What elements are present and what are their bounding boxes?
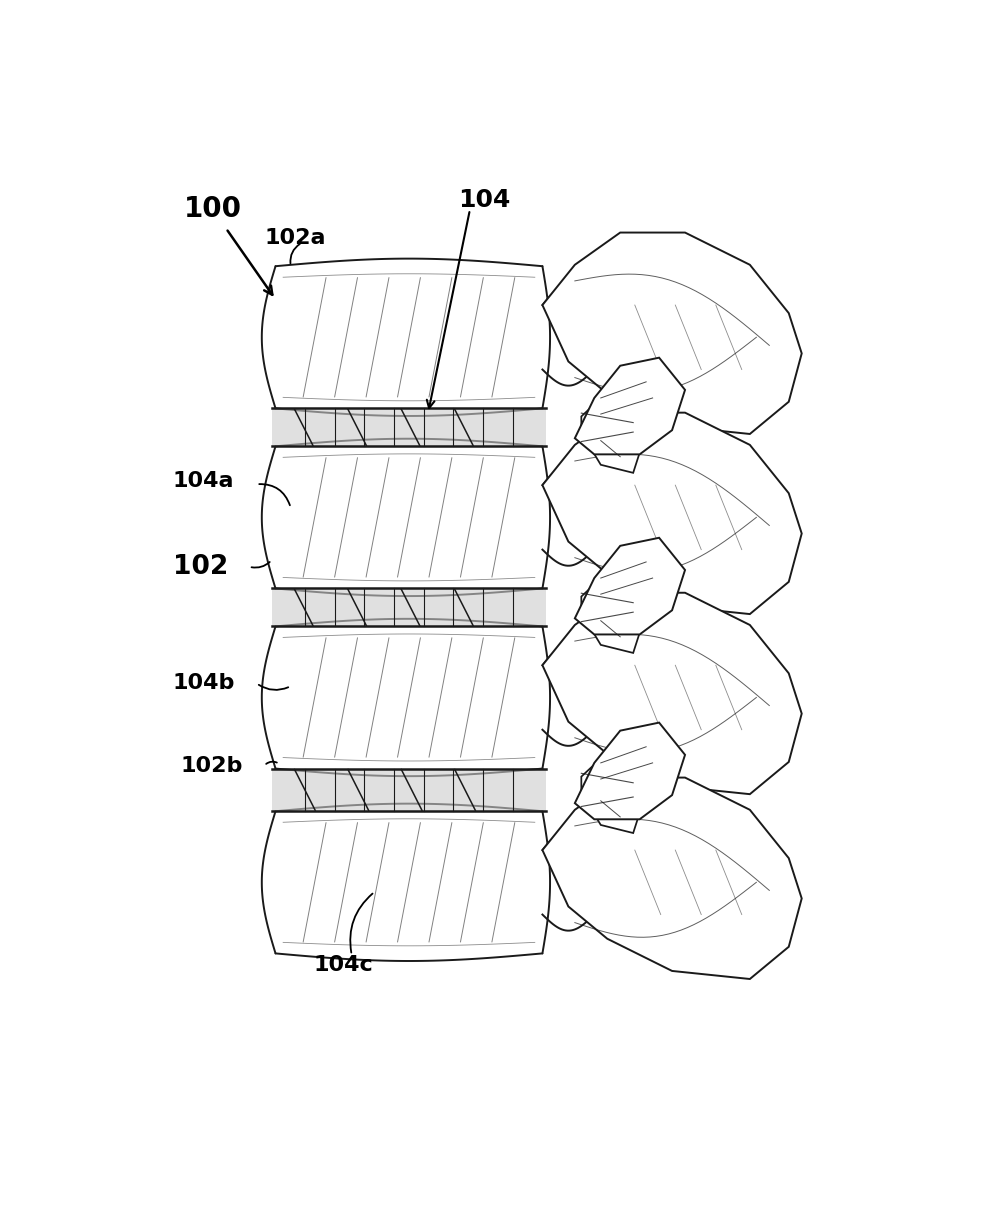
- Polygon shape: [542, 593, 802, 794]
- Polygon shape: [575, 538, 685, 634]
- Polygon shape: [575, 358, 685, 454]
- Text: 104b: 104b: [172, 673, 235, 693]
- Text: 102: 102: [172, 554, 228, 580]
- Text: 102b: 102b: [180, 756, 243, 776]
- Polygon shape: [272, 409, 546, 447]
- Polygon shape: [582, 393, 646, 473]
- Text: 104: 104: [459, 188, 511, 212]
- Polygon shape: [582, 572, 646, 652]
- Text: 104a: 104a: [172, 471, 234, 491]
- Polygon shape: [272, 768, 546, 811]
- Polygon shape: [582, 752, 646, 833]
- Polygon shape: [542, 233, 802, 435]
- Text: 104c: 104c: [314, 955, 373, 975]
- Polygon shape: [542, 412, 802, 614]
- Polygon shape: [542, 778, 802, 979]
- Text: 102a: 102a: [264, 228, 326, 247]
- Polygon shape: [575, 723, 685, 820]
- Text: 100: 100: [184, 196, 242, 223]
- Polygon shape: [272, 588, 546, 627]
